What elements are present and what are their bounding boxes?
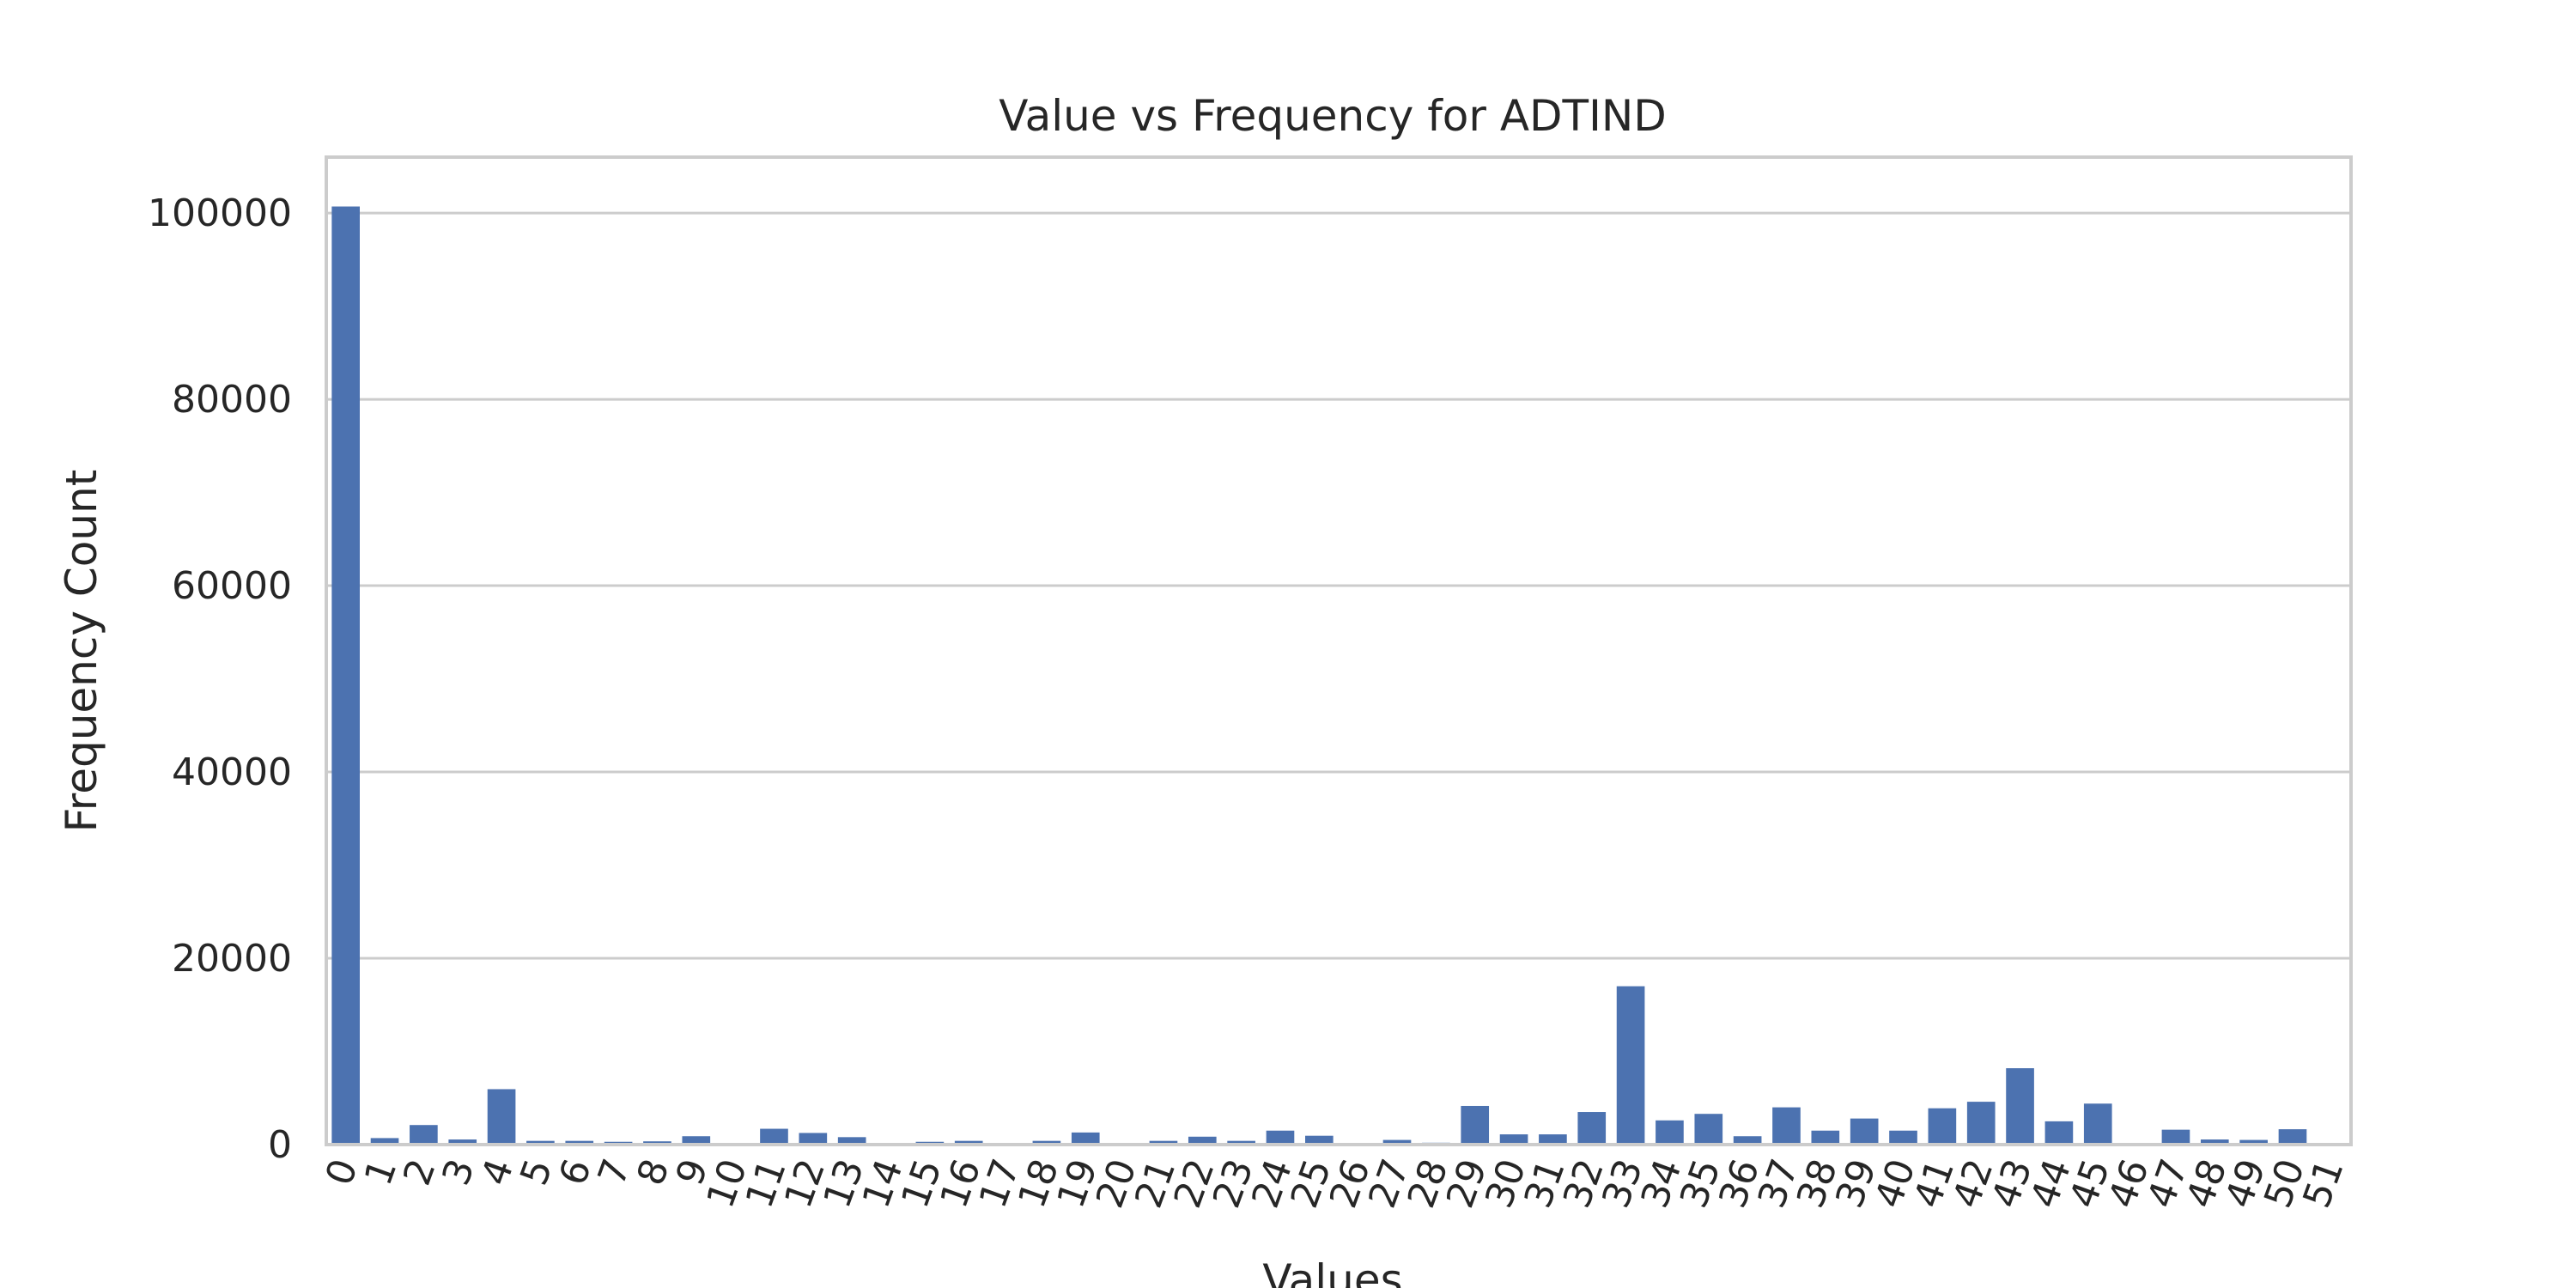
bars — [331, 206, 2346, 1145]
bar-24 — [1266, 1130, 1295, 1145]
x-axis-label: Values — [1262, 1255, 1402, 1288]
bar-16 — [954, 1140, 983, 1145]
bar-50 — [2278, 1129, 2307, 1145]
bar-49 — [2239, 1139, 2268, 1145]
y-tick-label: 100000 — [148, 191, 292, 235]
bar-39 — [1850, 1118, 1879, 1145]
bar-42 — [1966, 1102, 1996, 1145]
bar-23 — [1227, 1140, 1255, 1145]
bar-32 — [1577, 1112, 1607, 1145]
bar-25 — [1305, 1135, 1334, 1145]
bar-13 — [837, 1137, 866, 1145]
bar-21 — [1149, 1140, 1178, 1145]
bar-45 — [2083, 1103, 2112, 1145]
x-tick-label: 51 — [2295, 1153, 2353, 1213]
bar-4 — [487, 1089, 516, 1145]
bar-38 — [1811, 1130, 1840, 1145]
bar-6 — [565, 1140, 594, 1145]
bar-9 — [682, 1136, 711, 1145]
bar-29 — [1461, 1105, 1490, 1145]
bar-31 — [1539, 1134, 1567, 1145]
bar-43 — [2006, 1068, 2034, 1145]
bar-1 — [370, 1138, 399, 1145]
bar-44 — [2044, 1121, 2074, 1145]
bar-27 — [1382, 1139, 1412, 1145]
bar-48 — [2200, 1139, 2229, 1145]
bar-5 — [526, 1140, 555, 1145]
y-tick-label: 40000 — [172, 750, 292, 794]
y-tick-label: 80000 — [172, 378, 292, 422]
y-axis-label: Frequency Count — [57, 470, 106, 833]
bar-36 — [1733, 1136, 1762, 1145]
bar-41 — [1928, 1108, 1957, 1145]
bar-35 — [1694, 1114, 1723, 1145]
bar-47 — [2161, 1129, 2190, 1145]
bar-2 — [410, 1125, 438, 1145]
bar-0 — [331, 206, 360, 1145]
y-tick-label: 0 — [268, 1123, 292, 1167]
y-tick-labels: 0 20000 40000 60000 80000 100000 — [148, 191, 292, 1167]
bar-11 — [760, 1128, 788, 1145]
bar-37 — [1772, 1107, 1801, 1145]
bar-30 — [1499, 1134, 1528, 1145]
bar-40 — [1889, 1130, 1917, 1145]
y-tick-label: 60000 — [172, 564, 292, 608]
bar-12 — [799, 1133, 828, 1145]
chart-title: Value vs Frequency for ADTIND — [999, 91, 1666, 141]
bar-18 — [1032, 1140, 1061, 1145]
y-tick-label: 20000 — [172, 937, 292, 981]
bar-22 — [1188, 1136, 1217, 1145]
x-tick-labels: 0123456789101112131415161718192021222324… — [318, 1153, 2353, 1213]
plot-frame — [325, 155, 2353, 1146]
gridlines — [326, 211, 2351, 960]
bar-33 — [1616, 986, 1645, 1145]
bar-34 — [1656, 1120, 1684, 1145]
bar-3 — [448, 1139, 477, 1145]
bar-19 — [1071, 1132, 1100, 1145]
